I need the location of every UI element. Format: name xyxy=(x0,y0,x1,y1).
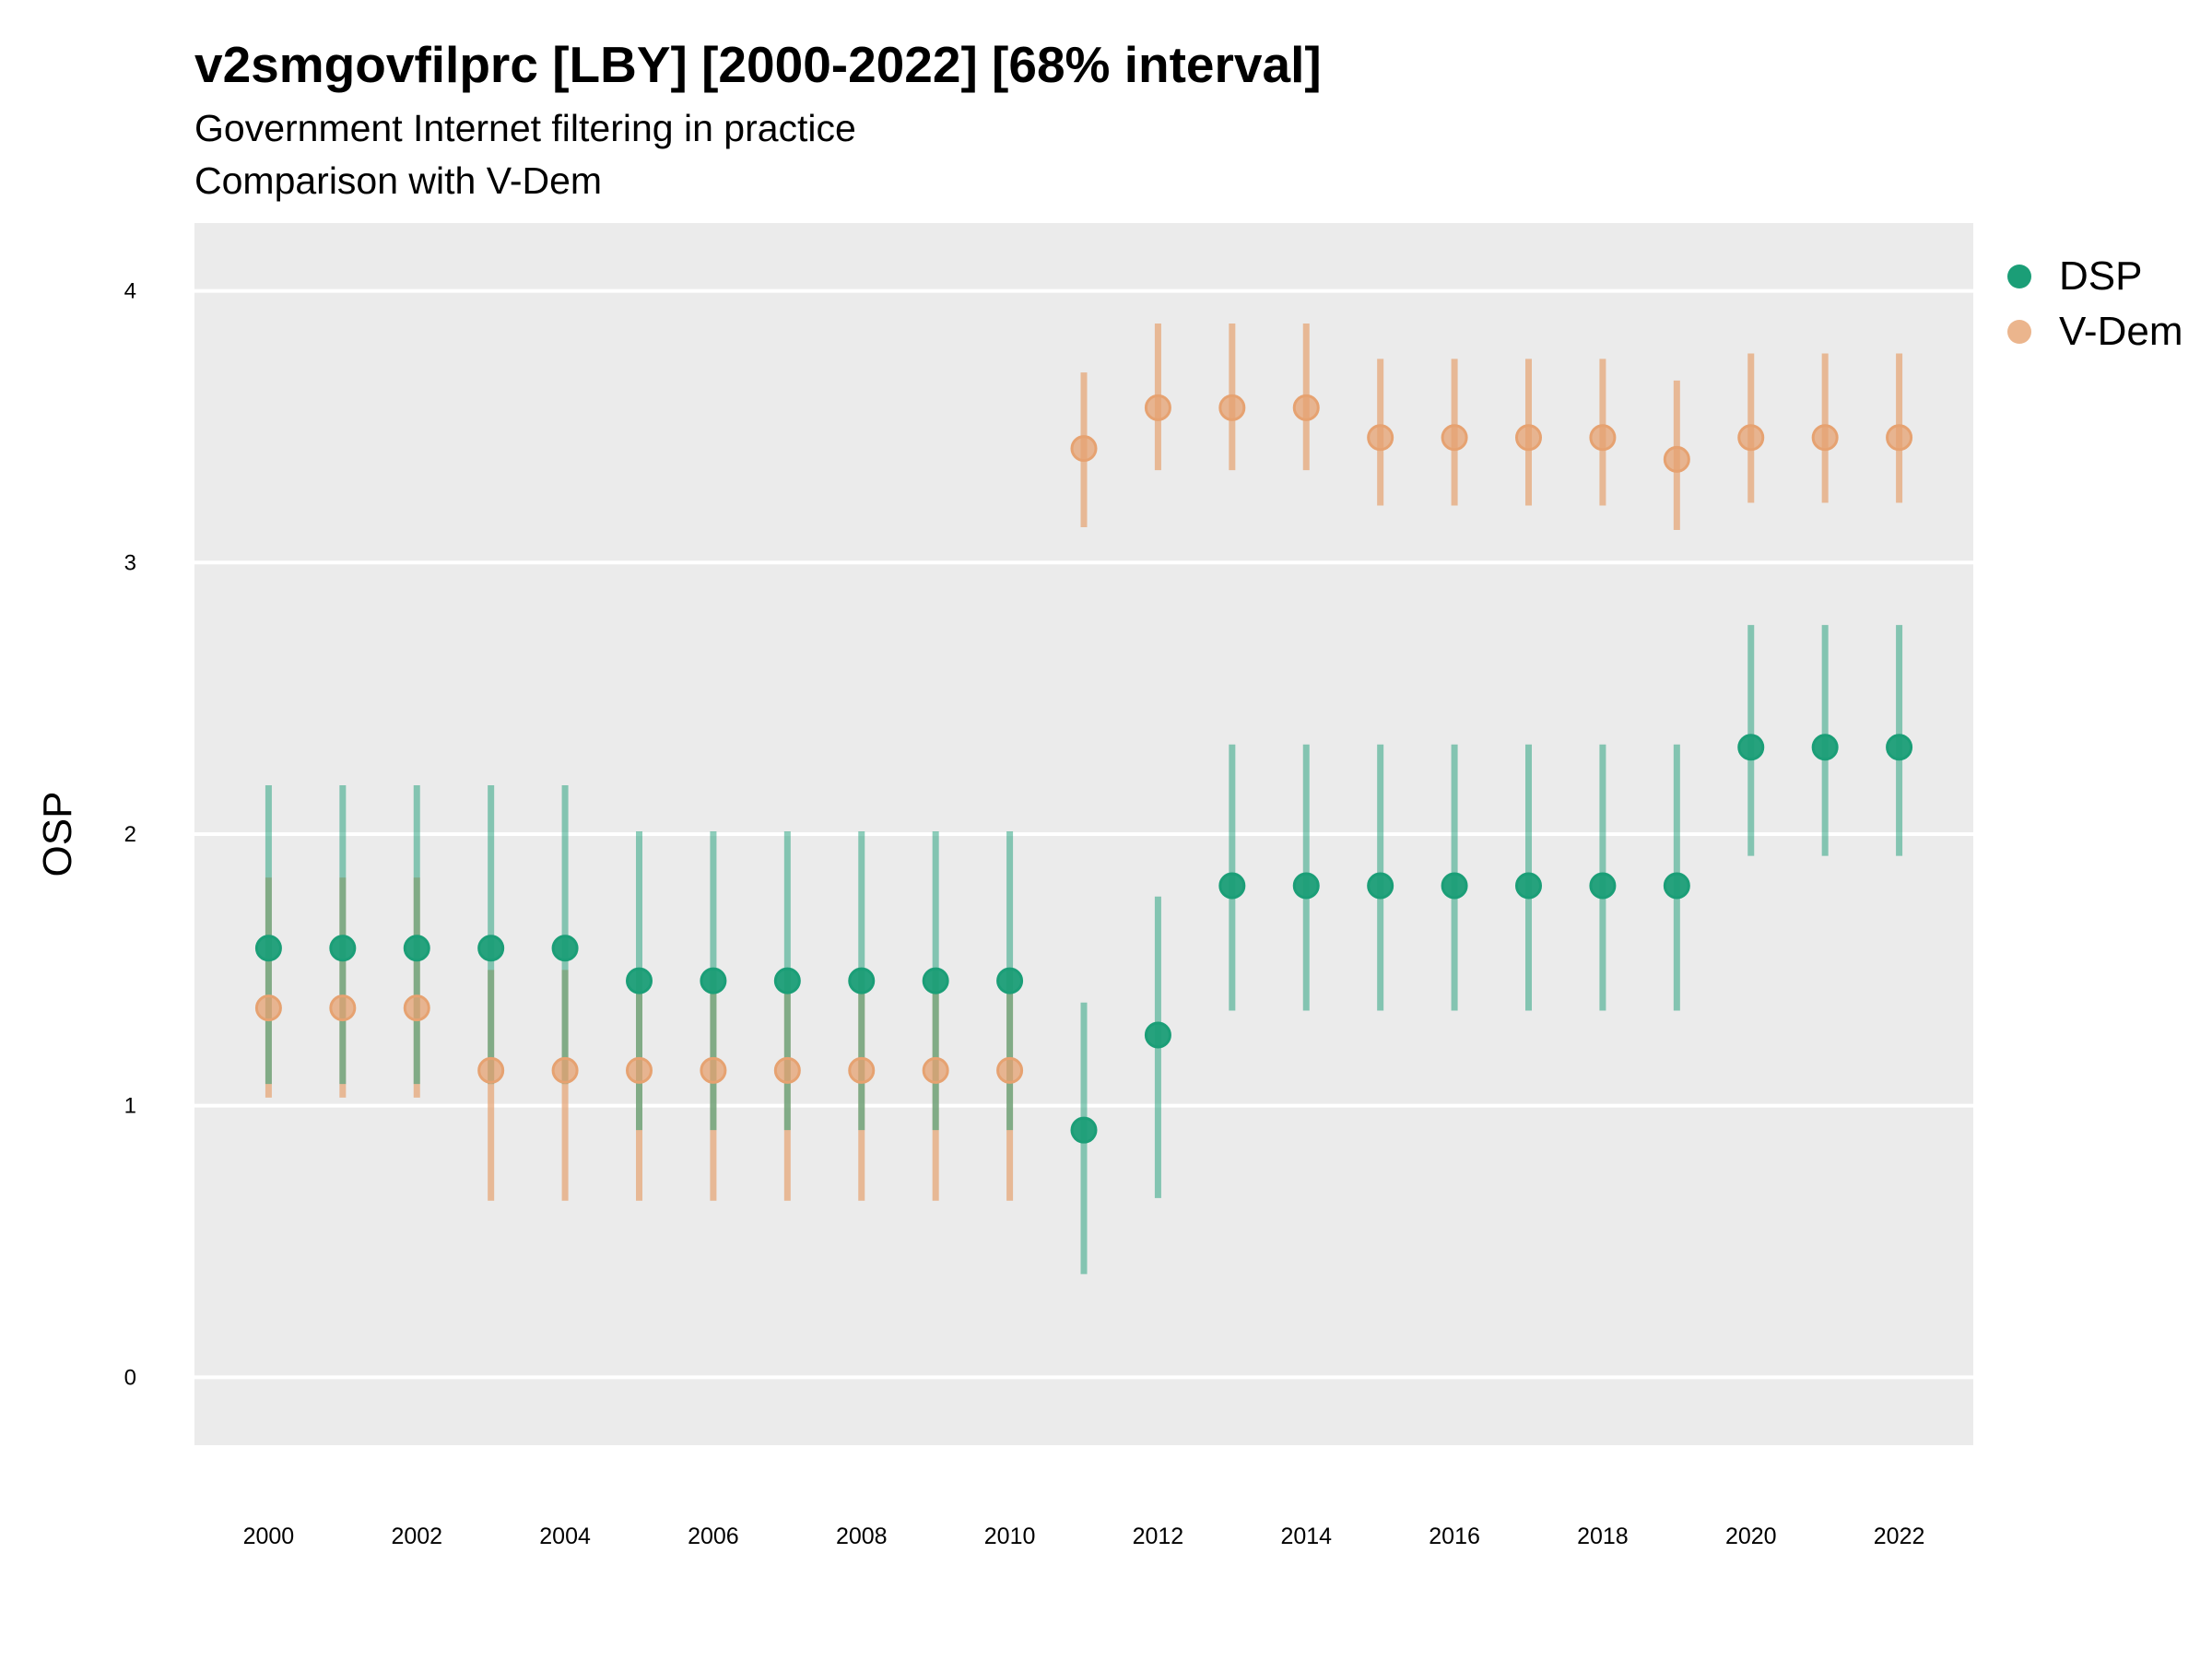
point-vdem xyxy=(922,1056,949,1084)
point-dsp xyxy=(922,967,949,994)
point-vdem xyxy=(551,1056,579,1084)
point-vdem xyxy=(1292,394,1320,421)
y-tick-label: 2 xyxy=(124,822,136,847)
point-vdem xyxy=(1070,435,1098,463)
x-tick-label: 2008 xyxy=(836,1524,888,1549)
legend-label-vdem: V-Dem xyxy=(2059,309,2183,354)
x-tick-label: 2020 xyxy=(1725,1524,1777,1549)
x-tick-label: 2016 xyxy=(1429,1524,1480,1549)
y-axis-label: OSP xyxy=(35,792,80,877)
point-dsp xyxy=(329,935,357,962)
x-tick-label: 2014 xyxy=(1280,1524,1332,1549)
point-dsp xyxy=(1367,872,1394,900)
x-tick-label: 2012 xyxy=(1133,1524,1184,1549)
point-vdem xyxy=(477,1056,505,1084)
point-dsp xyxy=(626,967,653,994)
chart-title: v2smgovfilprc [LBY] [2000-2022] [68% int… xyxy=(194,36,1322,93)
point-vdem xyxy=(1218,394,1246,421)
point-dsp xyxy=(477,935,505,962)
legend-dot-dsp xyxy=(2007,265,2031,288)
point-vdem xyxy=(848,1056,876,1084)
chart-subtitle-comparison: Comparison with V-Dem xyxy=(194,159,603,202)
point-dsp xyxy=(1886,734,1913,761)
x-tick-label: 2006 xyxy=(688,1524,739,1549)
chart-subtitle: Government Internet filtering in practic… xyxy=(194,107,856,149)
point-dsp xyxy=(996,967,1024,994)
point-vdem xyxy=(1441,424,1468,452)
point-dsp xyxy=(1515,872,1542,900)
x-tick-label: 2018 xyxy=(1577,1524,1629,1549)
point-vdem xyxy=(1886,424,1913,452)
y-tick-label: 0 xyxy=(124,1365,136,1390)
x-axis-ticks: 2000 2002 2004 2006 2008 2010 2012 2014 2016 2018… xyxy=(243,1524,1925,1549)
point-dsp xyxy=(848,967,876,994)
point-dsp xyxy=(1589,872,1617,900)
x-tick-label: 2002 xyxy=(391,1524,442,1549)
point-vdem xyxy=(1367,424,1394,452)
point-dsp xyxy=(254,935,282,962)
point-dsp xyxy=(1292,872,1320,900)
point-vdem xyxy=(1737,424,1765,452)
point-vdem xyxy=(329,994,357,1022)
point-vdem xyxy=(626,1056,653,1084)
legend-dot-vdem xyxy=(2007,320,2031,344)
point-vdem xyxy=(1811,424,1839,452)
point-dsp xyxy=(1441,872,1468,900)
points-vdem xyxy=(254,394,1913,1084)
point-dsp xyxy=(1070,1116,1098,1144)
points-dsp xyxy=(254,734,1913,1144)
x-tick-label: 2010 xyxy=(984,1524,1036,1549)
point-vdem xyxy=(1144,394,1171,421)
y-axis-ticks: 0 1 2 3 4 xyxy=(124,279,136,1391)
point-vdem xyxy=(1589,424,1617,452)
point-dsp xyxy=(551,935,579,962)
point-vdem xyxy=(403,994,430,1022)
legend-label-dsp: DSP xyxy=(2059,253,2143,299)
point-vdem xyxy=(1515,424,1542,452)
y-tick-label: 1 xyxy=(124,1094,136,1119)
point-vdem xyxy=(700,1056,727,1084)
point-dsp xyxy=(403,935,430,962)
point-dsp xyxy=(1737,734,1765,761)
point-vdem xyxy=(773,1056,801,1084)
x-tick-label: 2004 xyxy=(539,1524,591,1549)
point-dsp xyxy=(1663,872,1690,900)
data-series xyxy=(254,324,1913,1275)
y-tick-label: 4 xyxy=(124,279,136,304)
point-vdem xyxy=(996,1056,1024,1084)
point-vdem xyxy=(254,994,282,1022)
point-dsp xyxy=(1218,872,1246,900)
point-dsp xyxy=(700,967,727,994)
point-vdem xyxy=(1663,445,1690,473)
x-tick-label: 2000 xyxy=(243,1524,295,1549)
point-dsp xyxy=(1144,1021,1171,1049)
point-dsp xyxy=(1811,734,1839,761)
point-dsp xyxy=(773,967,801,994)
y-tick-label: 3 xyxy=(124,550,136,575)
x-tick-label: 2022 xyxy=(1874,1524,1925,1549)
